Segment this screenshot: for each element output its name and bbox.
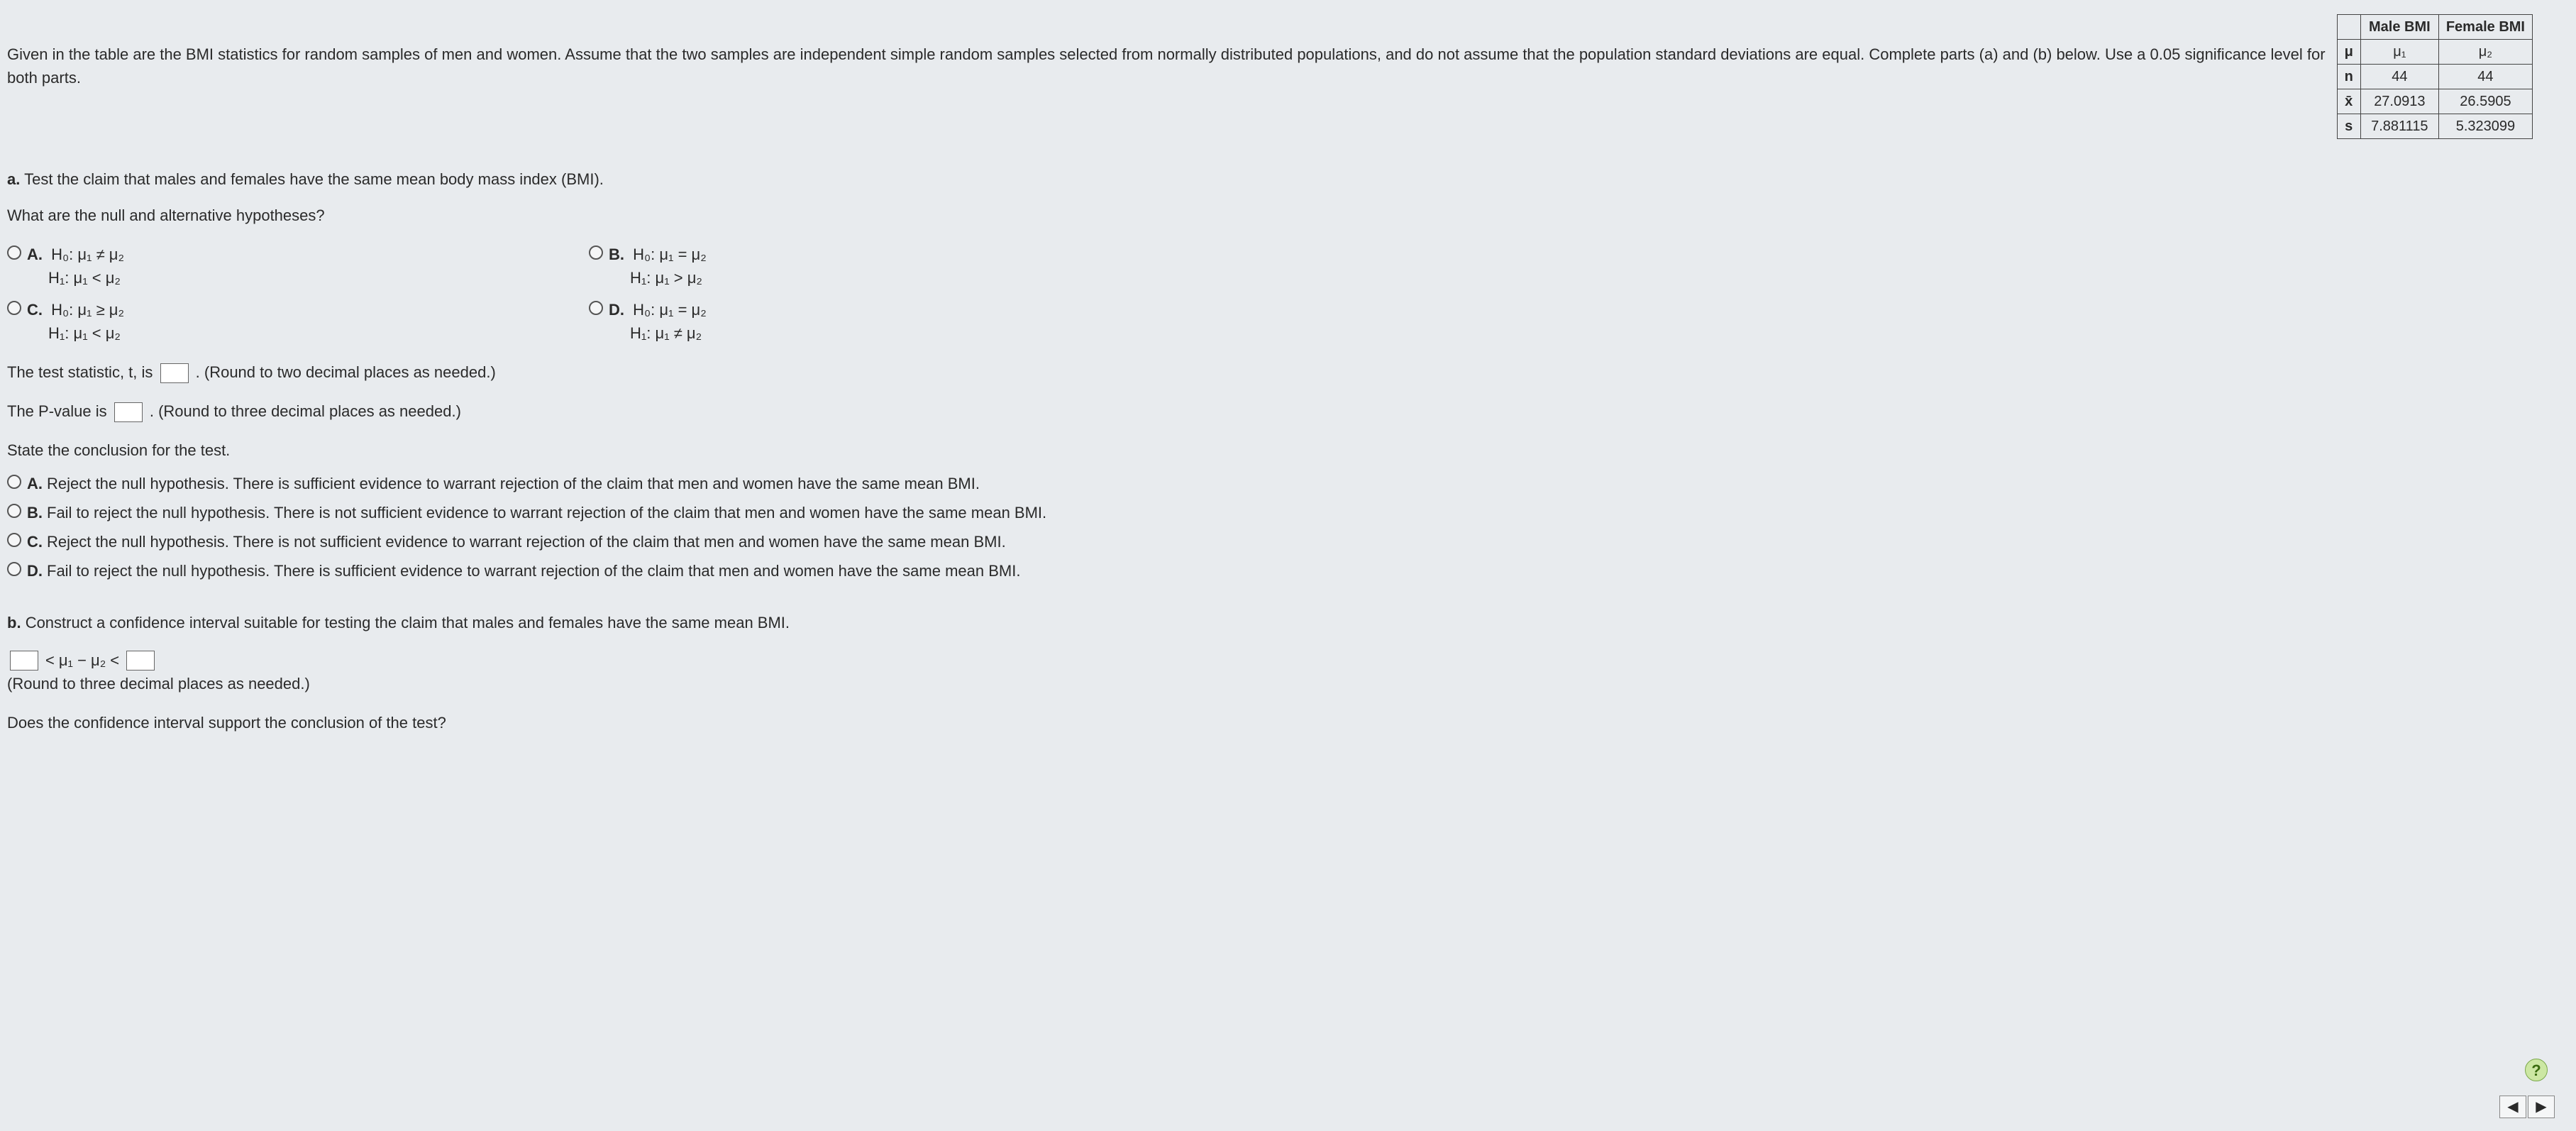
cell-mu1: μ₁ <box>2360 40 2438 65</box>
choice-c-h1: H₁: μ₁ < μ₂ <box>27 321 124 345</box>
choice-b-h1: H₁: μ₁ > μ₂ <box>609 266 707 289</box>
ci-mid: μ₁ − μ₂ <box>59 649 106 672</box>
cell-xbar1: 27.0913 <box>2360 89 2438 114</box>
table-corner <box>2337 15 2360 40</box>
conc-d-label: D. <box>27 562 43 580</box>
cell-mu2: μ₂ <box>2438 40 2532 65</box>
conc-b-text: Fail to reject the null hypothesis. Ther… <box>47 504 1046 522</box>
conc-a-label: A. <box>27 475 43 492</box>
choice-c-h0: H₀: μ₁ ≥ μ₂ <box>51 301 124 319</box>
tstat-post: . (Round to two decimal places as needed… <box>196 363 496 381</box>
radio-a[interactable] <box>7 245 21 260</box>
tstat-pre: The test statistic, t, is <box>7 363 157 381</box>
part-a-text: Test the claim that males and females ha… <box>24 170 604 188</box>
radio-c[interactable] <box>7 301 21 315</box>
pval-post: . (Round to three decimal places as need… <box>150 402 461 420</box>
conclusion-choices: A.Reject the null hypothesis. There is s… <box>7 472 2533 583</box>
row-mu: μ <box>2337 40 2360 65</box>
choice-a-label: A. <box>27 245 43 263</box>
choice-d-h0: H₀: μ₁ = μ₂ <box>633 301 707 319</box>
cell-n2: 44 <box>2438 65 2532 89</box>
conc-d-text: Fail to reject the null hypothesis. Ther… <box>47 562 1020 580</box>
pval-pre: The P-value is <box>7 402 111 420</box>
choice-b[interactable]: B. H₀: μ₁ = μ₂ H₁: μ₁ > μ₂ <box>589 243 1142 289</box>
choice-a-h0: H₀: μ₁ ≠ μ₂ <box>51 245 124 263</box>
nav-arrows: ◀ ▶ <box>2499 1096 2555 1118</box>
ci-lt2: < <box>110 649 119 672</box>
ci-followup: Does the confidence interval support the… <box>7 711 2533 734</box>
conc-b-label: B. <box>27 504 43 522</box>
conc-c-label: C. <box>27 533 43 551</box>
col-female: Female BMI <box>2438 15 2532 40</box>
problem-intro: Given in the table are the BMI statistic… <box>7 14 2326 89</box>
choice-a-h1: H₁: μ₁ < μ₂ <box>27 266 124 289</box>
cell-xbar2: 26.5905 <box>2438 89 2532 114</box>
ci-round-note: (Round to three decimal places as needed… <box>7 672 2533 695</box>
col-male: Male BMI <box>2360 15 2438 40</box>
part-b-text: Construct a confidence interval suitable… <box>26 614 790 631</box>
row-n: n <box>2337 65 2360 89</box>
conc-a-text: Reject the null hypothesis. There is suf… <box>47 475 980 492</box>
conc-radio-a[interactable] <box>7 475 21 489</box>
hypothesis-question: What are the null and alternative hypoth… <box>7 204 2533 227</box>
cell-s2: 5.323099 <box>2438 114 2532 139</box>
pvalue-line: The P-value is . (Round to three decimal… <box>7 399 2533 423</box>
conc-d[interactable]: D.Fail to reject the null hypothesis. Th… <box>7 559 2533 583</box>
pvalue-input[interactable] <box>114 402 143 422</box>
ci-upper-input[interactable] <box>126 651 155 671</box>
ci-lower-input[interactable] <box>10 651 38 671</box>
hypothesis-choices: A. H₀: μ₁ ≠ μ₂ H₁: μ₁ < μ₂ B. H₀: μ₁ = μ… <box>7 243 2533 345</box>
conc-c-text: Reject the null hypothesis. There is not… <box>47 533 1006 551</box>
conc-radio-b[interactable] <box>7 504 21 518</box>
radio-b[interactable] <box>589 245 603 260</box>
conc-a[interactable]: A.Reject the null hypothesis. There is s… <box>7 472 2533 495</box>
tstat-input[interactable] <box>160 363 189 383</box>
tstat-line: The test statistic, t, is . (Round to tw… <box>7 360 2533 384</box>
choice-b-label: B. <box>609 245 624 263</box>
help-button[interactable]: ? <box>2525 1059 2548 1081</box>
choice-d[interactable]: D. H₀: μ₁ = μ₂ H₁: μ₁ ≠ μ₂ <box>589 298 1142 345</box>
choice-a[interactable]: A. H₀: μ₁ ≠ μ₂ H₁: μ₁ < μ₂ <box>7 243 560 289</box>
ci-lt1: < <box>45 649 55 672</box>
choice-c-label: C. <box>27 301 43 319</box>
cell-s1: 7.881115 <box>2360 114 2438 139</box>
row-s: s <box>2337 114 2360 139</box>
conc-c[interactable]: C.Reject the null hypothesis. There is n… <box>7 530 2533 553</box>
part-a-label: a. <box>7 170 20 188</box>
cell-n1: 44 <box>2360 65 2438 89</box>
conc-b[interactable]: B.Fail to reject the null hypothesis. Th… <box>7 501 2533 524</box>
choice-d-h1: H₁: μ₁ ≠ μ₂ <box>609 321 707 345</box>
conclusion-head: State the conclusion for the test. <box>7 438 2533 462</box>
conc-radio-c[interactable] <box>7 533 21 547</box>
bmi-data-table: Male BMI Female BMI μ μ₁ μ₂ n 44 44 x̄ 2… <box>2337 14 2533 139</box>
choice-b-h0: H₀: μ₁ = μ₂ <box>633 245 707 263</box>
choice-d-label: D. <box>609 301 624 319</box>
prev-button[interactable]: ◀ <box>2499 1096 2526 1118</box>
radio-d[interactable] <box>589 301 603 315</box>
choice-c[interactable]: C. H₀: μ₁ ≥ μ₂ H₁: μ₁ < μ₂ <box>7 298 560 345</box>
conc-radio-d[interactable] <box>7 562 21 576</box>
row-xbar: x̄ <box>2337 89 2360 114</box>
next-button[interactable]: ▶ <box>2528 1096 2555 1118</box>
part-b-label: b. <box>7 614 21 631</box>
ci-row: < μ₁ − μ₂ < <box>7 649 2533 672</box>
